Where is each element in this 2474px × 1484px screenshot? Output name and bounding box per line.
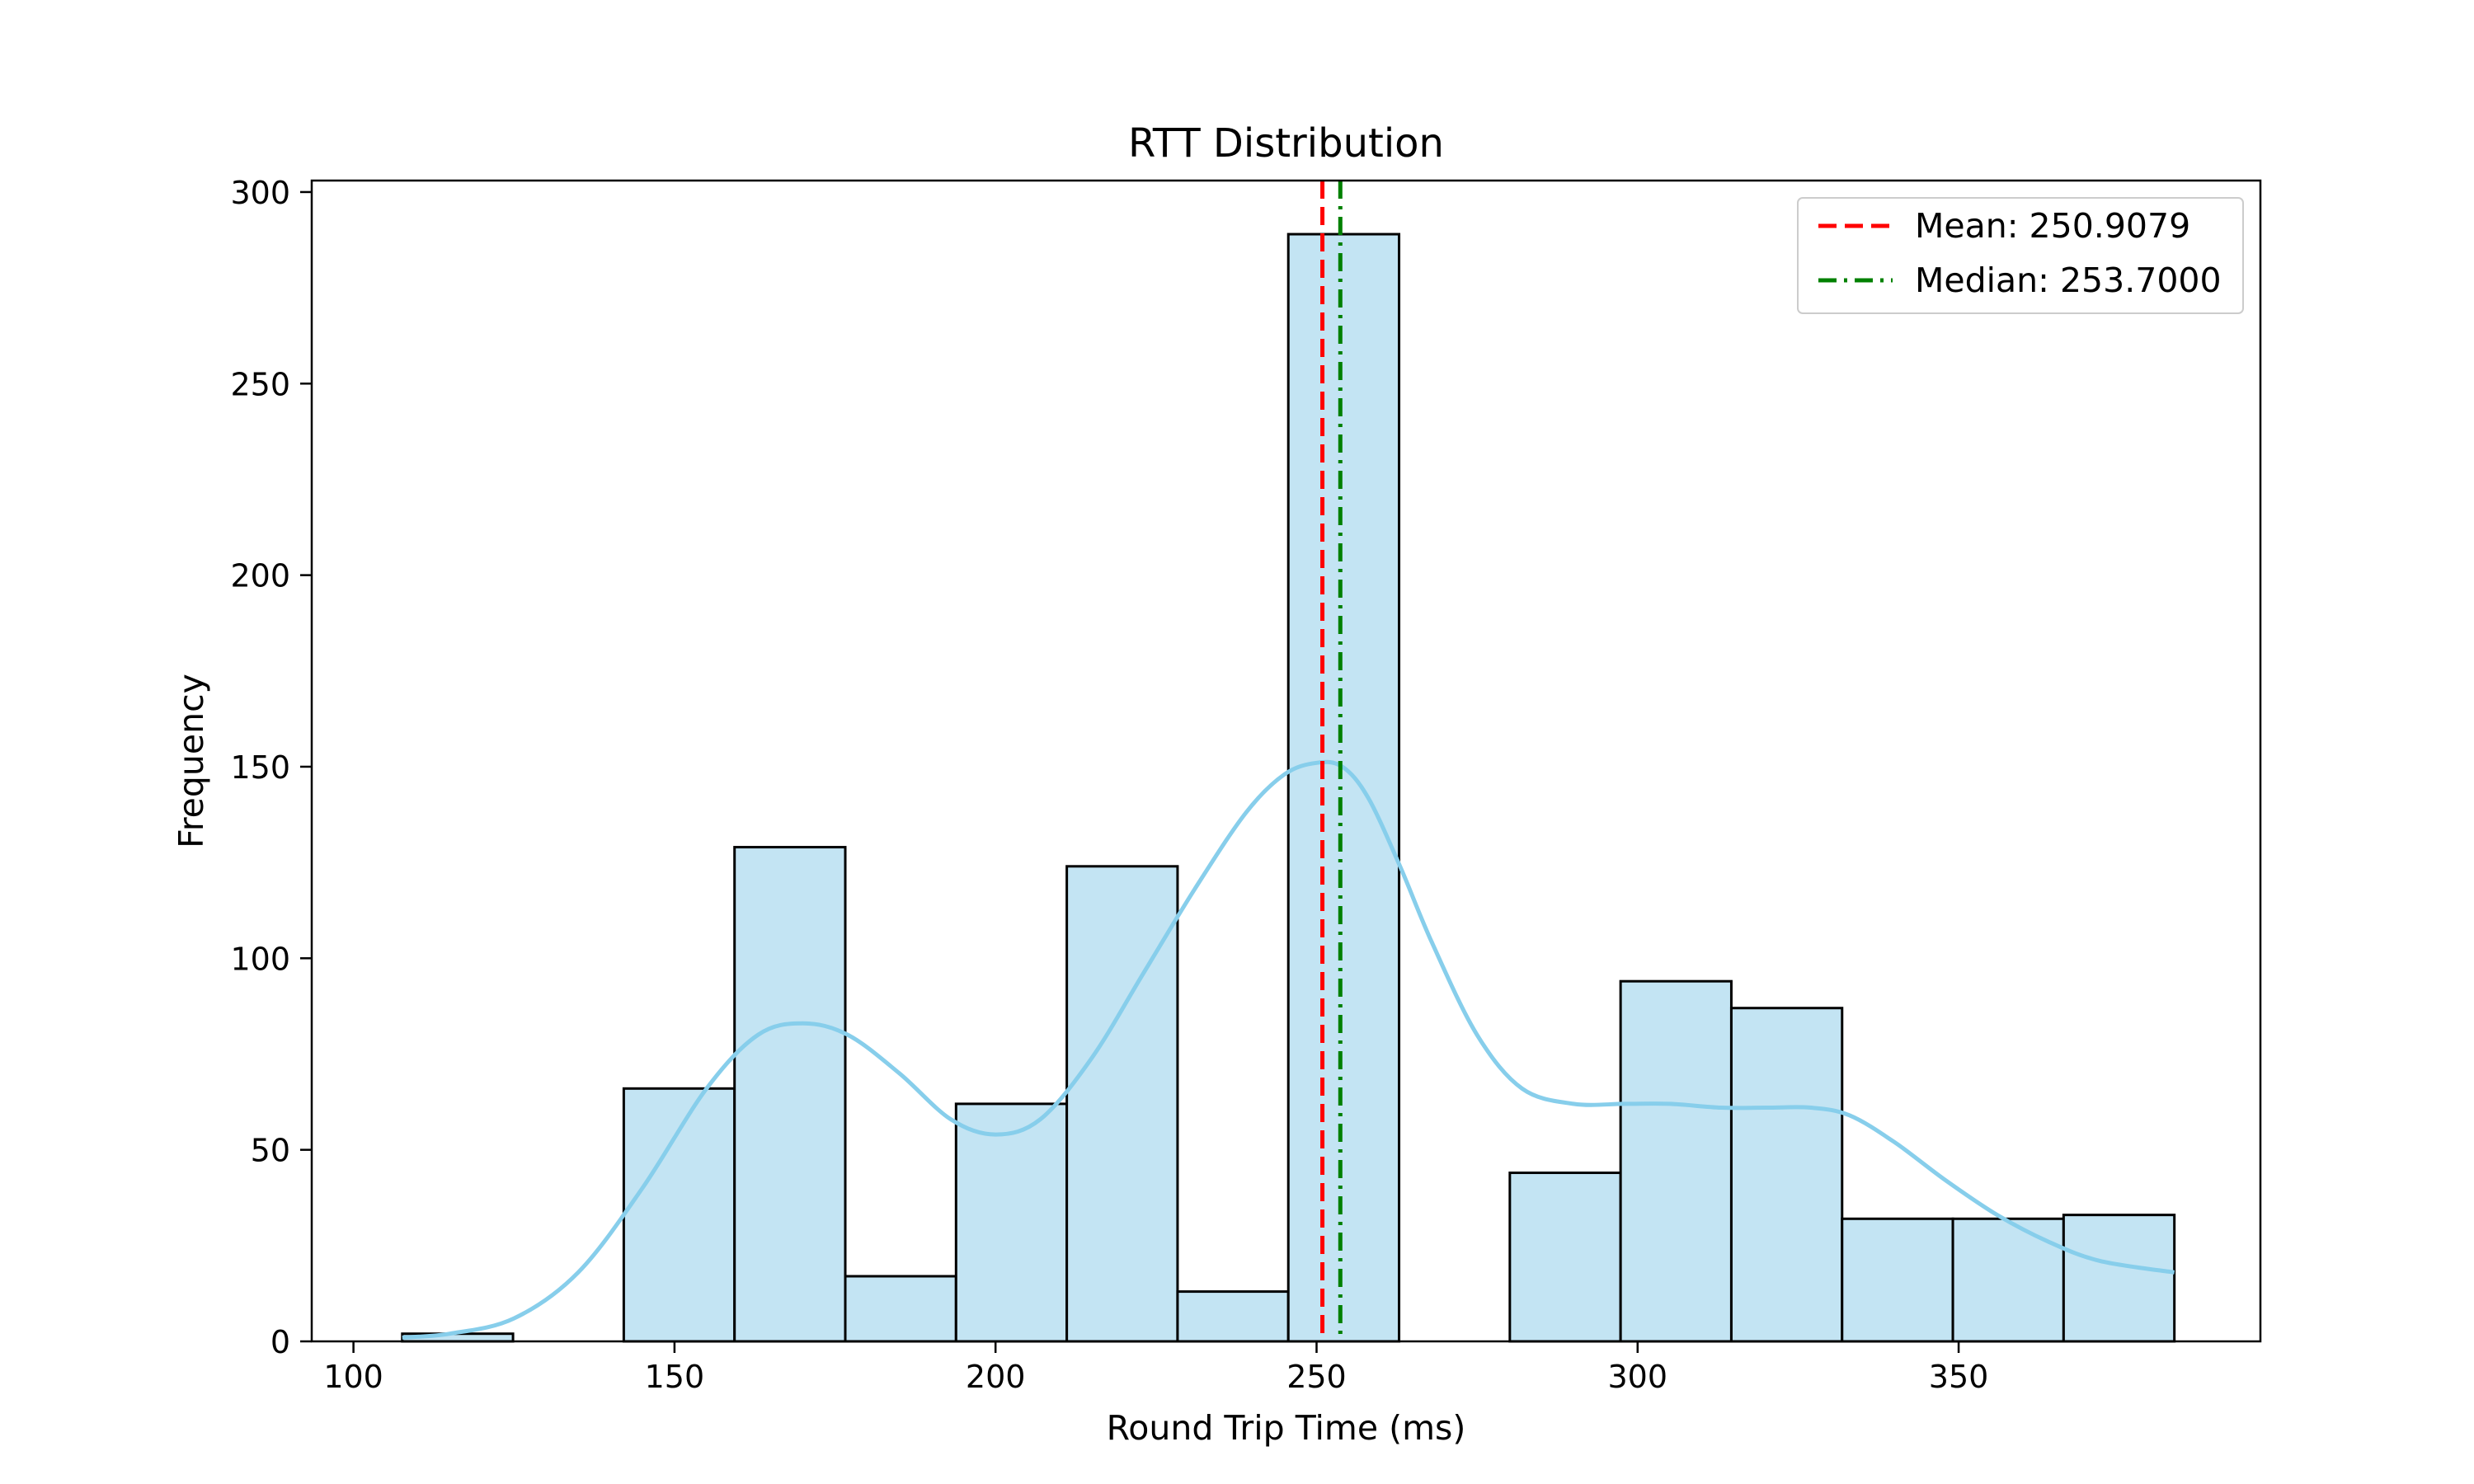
y-axis-label: Frequency: [172, 674, 211, 848]
y-tick-label-150: 150: [230, 749, 290, 786]
plot-area-frame: [310, 179, 2262, 1343]
x-tick-label-300: 300: [1608, 1359, 1668, 1395]
y-tick-label-0: 0: [270, 1324, 290, 1360]
histogram-bar-6: [1065, 865, 1179, 1343]
reference-lines: [1320, 181, 1343, 1341]
x-tick-label-250: 250: [1286, 1359, 1347, 1395]
kde-curve-layer: [402, 759, 2175, 1340]
x-tick-label-200: 200: [966, 1359, 1026, 1395]
histogram-bar-5: [954, 1102, 1069, 1343]
histogram-bar-13: [1841, 1217, 1954, 1343]
histogram-bar-10: [1508, 1172, 1622, 1343]
x-tick-label-150: 150: [645, 1359, 705, 1395]
y-axis-ticks: 0 50 100 150 200 250 300: [230, 175, 312, 1360]
legend-median-label: Median: 253.7000: [1915, 261, 2222, 300]
histogram-bars: [401, 232, 2176, 1343]
x-tick-label-350: 350: [1929, 1359, 1989, 1395]
legend-mean-label: Mean: 250.9079: [1915, 206, 2190, 246]
legend-box: [1797, 197, 2244, 314]
histogram-bar-4: [844, 1275, 957, 1343]
histogram-bar-14: [1951, 1217, 2065, 1343]
histogram-bar-7: [1176, 1290, 1290, 1343]
chart-title: RTT Distribution: [1128, 120, 1444, 167]
histogram-bar-11: [1619, 979, 1733, 1343]
y-tick-label-300: 300: [230, 175, 290, 211]
histogram-bar-15: [2062, 1214, 2176, 1343]
y-tick-label-50: 50: [251, 1133, 290, 1169]
histogram-bar-12: [1729, 1007, 1844, 1343]
y-tick-label-200: 200: [230, 558, 290, 594]
legend: Mean: 250.9079 Median: 253.7000: [1797, 197, 2244, 314]
kde-curve: [402, 759, 2175, 1340]
histogram-bar-3: [733, 846, 847, 1343]
x-tick-label-100: 100: [323, 1359, 383, 1395]
histogram-bar-8: [1286, 232, 1401, 1343]
x-axis-ticks: 100 150 200 250 300 350: [323, 1341, 1988, 1395]
y-tick-label-250: 250: [230, 366, 290, 402]
y-tick-label-100: 100: [230, 941, 290, 977]
x-axis-label: Round Trip Time (ms): [1107, 1408, 1466, 1448]
